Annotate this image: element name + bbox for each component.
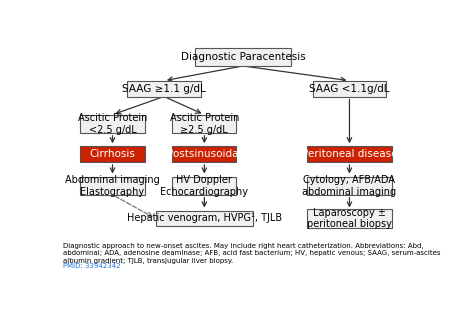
Text: Laparoscopy ±
peritoneal biopsy: Laparoscopy ± peritoneal biopsy [307,208,392,229]
FancyBboxPatch shape [155,211,253,226]
FancyBboxPatch shape [307,177,392,195]
Text: Peritoneal disease: Peritoneal disease [302,149,397,159]
FancyBboxPatch shape [81,177,145,195]
Text: Hepatic venogram, HVPG¹, TJLB: Hepatic venogram, HVPG¹, TJLB [127,214,282,224]
Text: Cytology, AFB/ADA
abdominal imaging: Cytology, AFB/ADA abdominal imaging [302,175,397,197]
FancyBboxPatch shape [81,115,145,133]
FancyBboxPatch shape [307,146,392,162]
Text: Abdominal imaging
Elastography: Abdominal imaging Elastography [65,175,160,197]
FancyBboxPatch shape [195,49,291,66]
FancyBboxPatch shape [307,209,392,228]
Text: Ascitic Protein
≥2.5 g/dL: Ascitic Protein ≥2.5 g/dL [170,113,239,135]
Text: Ascitic Protein
<2.5 g/dL: Ascitic Protein <2.5 g/dL [78,113,147,135]
Text: Diagnostic Paracentesis: Diagnostic Paracentesis [181,52,305,62]
FancyBboxPatch shape [172,146,237,162]
Text: SAAG <1.1g/dL: SAAG <1.1g/dL [309,84,390,94]
Text: Cirrhosis: Cirrhosis [90,149,136,159]
Text: SAAG ≥1.1 g/dL: SAAG ≥1.1 g/dL [122,84,206,94]
Text: PMID: 33942342: PMID: 33942342 [63,263,120,269]
FancyBboxPatch shape [127,81,201,97]
Text: Diagnostic approach to new-onset ascites. May include right heart catheterizatio: Diagnostic approach to new-onset ascites… [63,243,440,264]
FancyBboxPatch shape [172,177,237,195]
FancyBboxPatch shape [313,81,386,97]
Text: HV Doppler
Echocardiography: HV Doppler Echocardiography [160,175,248,197]
FancyBboxPatch shape [172,115,237,133]
Text: Postsinusoidal: Postsinusoidal [167,149,242,159]
FancyBboxPatch shape [81,146,145,162]
